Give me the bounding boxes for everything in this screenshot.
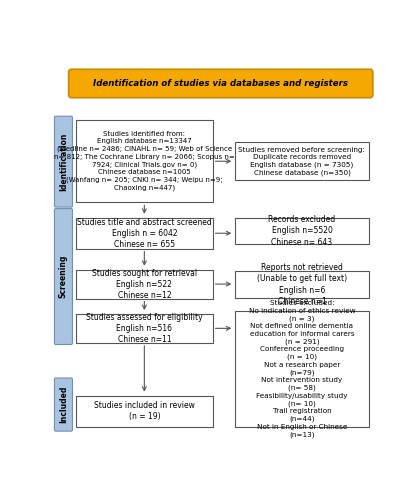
Text: Studies included in review
(n = 19): Studies included in review (n = 19) (94, 401, 195, 421)
Text: Screening: Screening (59, 255, 68, 298)
FancyBboxPatch shape (68, 69, 373, 98)
Text: Identification: Identification (59, 132, 68, 191)
Text: Studies identified from:
English database n=13347
(Medline n= 2486; CINAHL n= 59: Studies identified from: English databas… (54, 131, 235, 192)
FancyBboxPatch shape (76, 218, 213, 248)
Text: Included: Included (59, 386, 68, 424)
FancyBboxPatch shape (235, 218, 369, 244)
FancyBboxPatch shape (54, 208, 73, 344)
FancyBboxPatch shape (235, 271, 369, 298)
FancyBboxPatch shape (54, 378, 73, 431)
FancyBboxPatch shape (76, 314, 213, 343)
Text: Identification of studies via databases and registers: Identification of studies via databases … (93, 79, 348, 88)
FancyBboxPatch shape (76, 270, 213, 298)
FancyBboxPatch shape (54, 116, 73, 207)
Text: Studies sought for retrieval
English n=522
Chinese n=12: Studies sought for retrieval English n=5… (92, 268, 197, 300)
FancyBboxPatch shape (76, 396, 213, 426)
Text: Reports not retrieved
(Unable to get full text)
English n=6
Chinese n=1: Reports not retrieved (Unable to get ful… (257, 264, 347, 306)
Text: Studies excluded:
No indication of ethics review
(n = 3)
Not defined online deme: Studies excluded: No indication of ethic… (249, 300, 355, 438)
Text: Studies assessed for eligibility
English n=516
Chinese n=11: Studies assessed for eligibility English… (86, 313, 203, 344)
Text: Studies removed before screening:
Duplicate records removed
English database (n : Studies removed before screening: Duplic… (239, 146, 366, 176)
Text: Records excluded
English n=5520
Chinese n= 643: Records excluded English n=5520 Chinese … (269, 216, 336, 246)
FancyBboxPatch shape (76, 120, 213, 202)
FancyBboxPatch shape (235, 142, 369, 180)
Text: Studies title and abstract screened
English n = 6042
Chinese n= 655: Studies title and abstract screened Engl… (77, 218, 212, 249)
FancyBboxPatch shape (235, 311, 369, 426)
